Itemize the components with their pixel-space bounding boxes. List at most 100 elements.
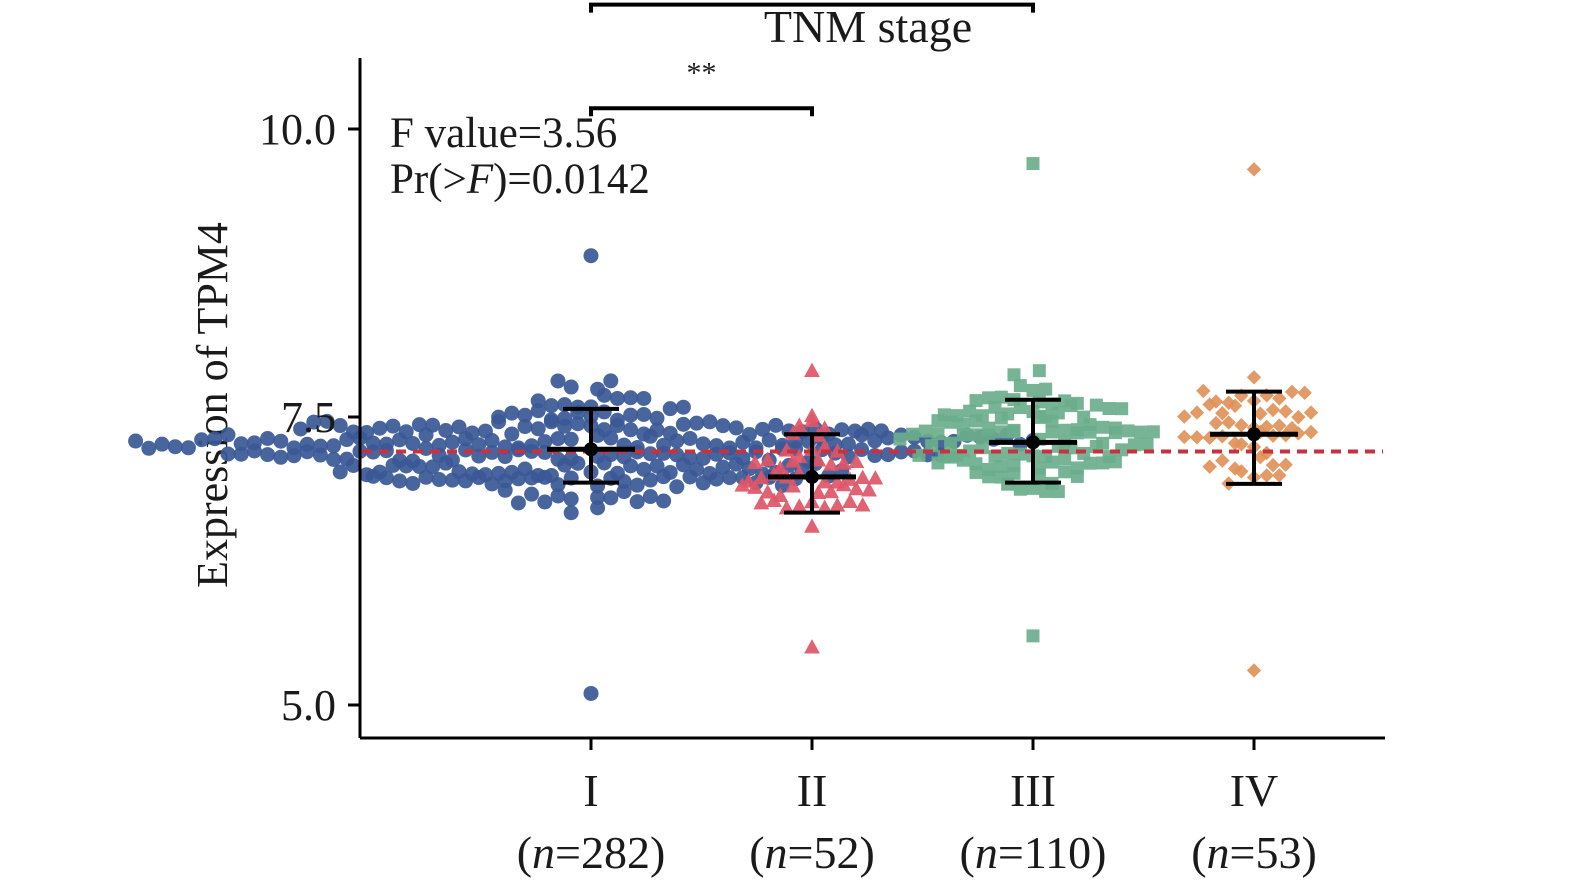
data-point	[1108, 426, 1122, 440]
data-point	[543, 414, 559, 430]
data-point	[510, 495, 526, 511]
data-point	[1058, 452, 1072, 466]
data-point	[734, 477, 751, 492]
data-point	[570, 416, 586, 432]
data-point	[880, 447, 896, 463]
data-point	[854, 469, 871, 484]
data-point	[715, 418, 731, 434]
data-point	[418, 427, 434, 443]
data-point	[623, 422, 639, 438]
data-point	[1051, 485, 1065, 499]
data-point	[636, 406, 652, 422]
data-point	[1272, 468, 1287, 483]
data-point	[804, 362, 820, 378]
data-point	[636, 461, 652, 477]
data-point	[1013, 379, 1027, 393]
data-point	[563, 505, 579, 521]
data-point	[609, 390, 625, 406]
data-point	[785, 478, 801, 493]
data-point	[220, 446, 236, 462]
data-point	[642, 489, 658, 505]
data-point	[141, 440, 157, 456]
y-axis-label: Expression of TPM4	[188, 222, 237, 588]
data-point	[956, 453, 970, 467]
data-point	[656, 469, 672, 485]
comparison-bracket	[589, 106, 814, 117]
data-point	[312, 447, 328, 463]
data-point	[988, 400, 1002, 414]
data-point	[708, 446, 724, 462]
data-point	[332, 464, 348, 480]
data-point	[1234, 418, 1249, 433]
significance-label: **	[687, 56, 717, 89]
y-tick-label: 10.0	[259, 105, 336, 154]
data-point	[471, 437, 487, 453]
data-point	[1032, 364, 1046, 378]
data-point	[332, 418, 348, 434]
data-point	[590, 427, 606, 443]
data-point	[753, 469, 770, 485]
data-point	[563, 379, 579, 395]
data-points	[128, 157, 1319, 701]
data-point	[669, 479, 685, 495]
data-point	[636, 390, 652, 406]
data-point	[372, 420, 388, 436]
data-point	[842, 493, 858, 509]
data-point	[1096, 456, 1110, 470]
data-point	[557, 418, 573, 434]
data-point	[207, 431, 223, 447]
data-point	[994, 390, 1008, 404]
data-point	[708, 471, 724, 487]
data-point	[484, 433, 500, 449]
data-point	[385, 457, 401, 473]
mean-point	[805, 469, 819, 484]
data-point	[1058, 423, 1072, 437]
data-point	[286, 448, 302, 464]
data-point	[299, 444, 315, 460]
data-point	[451, 419, 467, 435]
data-point	[339, 432, 355, 448]
mean-point	[1247, 427, 1261, 442]
group-n-label: (n=110)	[960, 827, 1107, 878]
data-point	[829, 497, 846, 512]
data-point	[925, 439, 939, 453]
data-point	[392, 473, 408, 489]
data-point	[154, 436, 170, 452]
data-point	[491, 414, 507, 430]
data-point	[761, 432, 777, 448]
data-point	[1108, 455, 1122, 469]
data-point	[550, 431, 566, 447]
data-point	[1146, 425, 1160, 439]
data-point	[398, 458, 414, 474]
y-tick-label: 7.5	[281, 393, 336, 442]
data-point	[1007, 466, 1021, 480]
data-point	[623, 458, 639, 474]
data-point	[791, 498, 808, 513]
data-point	[816, 420, 833, 435]
data-point	[728, 420, 744, 436]
data-point	[233, 436, 249, 452]
data-point	[530, 421, 546, 437]
data-point	[1064, 399, 1078, 413]
data-point	[629, 477, 645, 493]
data-point	[233, 446, 249, 462]
data-point	[1208, 415, 1224, 431]
data-point	[431, 472, 447, 488]
data-point	[854, 427, 870, 443]
data-point	[471, 470, 487, 486]
p-value-text: Pr(>F)=0.0142	[390, 156, 650, 203]
data-point	[1115, 402, 1129, 416]
data-point	[1291, 409, 1306, 425]
data-point	[1140, 437, 1154, 451]
data-point	[1026, 383, 1040, 397]
data-point	[1246, 663, 1262, 678]
data-point	[517, 407, 533, 423]
data-point	[623, 407, 639, 423]
data-point	[642, 472, 658, 488]
data-point	[695, 475, 711, 491]
data-point	[458, 431, 474, 447]
mean-ci-bars	[547, 389, 1298, 515]
data-point	[969, 465, 983, 479]
data-point	[1083, 425, 1097, 439]
data-point	[823, 456, 839, 471]
